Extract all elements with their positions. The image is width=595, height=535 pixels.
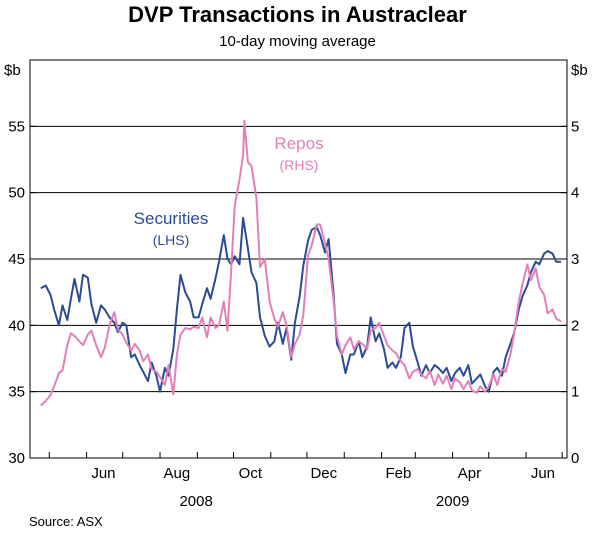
right-tick-label: 4 xyxy=(571,185,579,202)
repos-annotation: Repos xyxy=(274,134,323,153)
right-unit-label: $b xyxy=(571,62,588,79)
left-tick-label: 55 xyxy=(8,118,25,135)
x-tick-label: Apr xyxy=(458,465,481,482)
chart-title: DVP Transactions in Austraclear xyxy=(128,2,467,27)
left-tick-label: 30 xyxy=(8,450,25,467)
x-tick-label: Jun xyxy=(531,465,555,482)
securities-annotation-axis: (LHS) xyxy=(153,232,190,248)
left-unit-label: $b xyxy=(4,62,21,79)
x-tick-label: Jun xyxy=(91,465,115,482)
left-tick-label: 35 xyxy=(8,384,25,401)
left-tick-label: 50 xyxy=(8,185,25,202)
right-tick-label: 2 xyxy=(571,317,579,334)
right-tick-label: 0 xyxy=(571,450,579,467)
x-tick-label: Feb xyxy=(386,465,412,482)
right-tick-label: 1 xyxy=(571,384,579,401)
securities-annotation: Securities xyxy=(134,209,209,228)
year-label: 2008 xyxy=(179,493,212,510)
x-tick-label: Aug xyxy=(164,465,191,482)
source-note: Source: ASX xyxy=(29,514,103,529)
left-tick-label: 45 xyxy=(8,251,25,268)
chart-subtitle: 10-day moving average xyxy=(219,33,376,50)
series-layer xyxy=(40,120,562,407)
repos-annotation-axis: (RHS) xyxy=(280,157,319,173)
series-line-securities xyxy=(40,216,561,393)
x-tick-label: Oct xyxy=(239,465,263,482)
year-label: 2009 xyxy=(436,493,469,510)
right-tick-label: 5 xyxy=(571,118,579,135)
x-axis-ticks xyxy=(48,452,563,458)
left-tick-label: 40 xyxy=(8,317,25,334)
x-tick-label: Dec xyxy=(310,465,337,482)
right-tick-label: 3 xyxy=(571,251,579,268)
series-line-repos xyxy=(40,120,562,407)
